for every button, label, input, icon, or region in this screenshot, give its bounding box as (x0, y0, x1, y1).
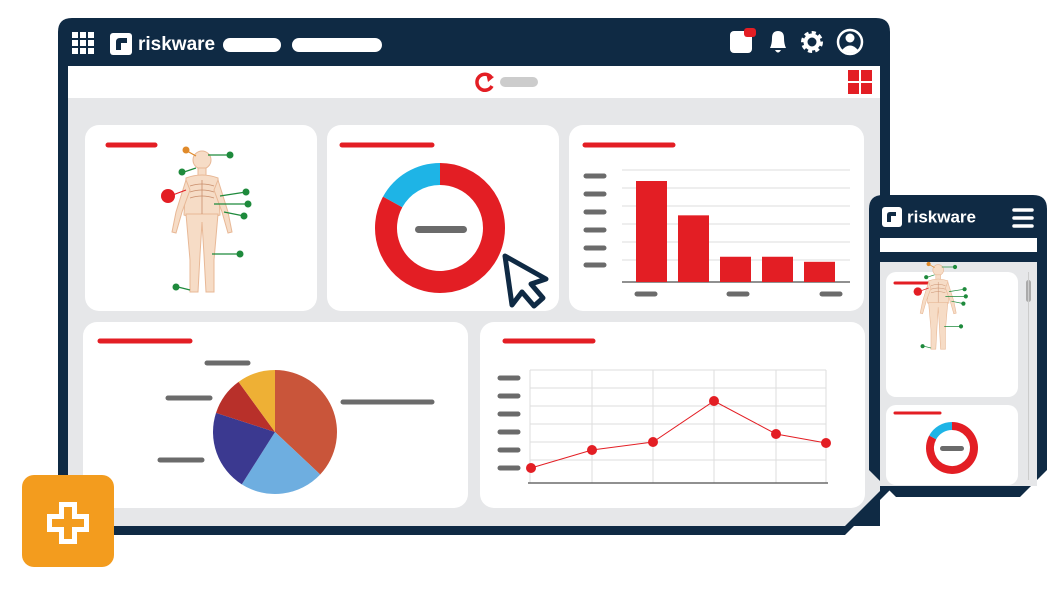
bar (762, 256, 793, 282)
status-pill (500, 77, 538, 87)
bar (678, 215, 709, 282)
card (886, 272, 1018, 397)
add-icon-inner (52, 507, 84, 539)
card (569, 125, 864, 311)
frame-corner (845, 491, 880, 526)
line-point (709, 396, 719, 406)
pie-slice (212, 412, 275, 485)
line-series (530, 400, 827, 469)
bar (804, 261, 835, 282)
card (480, 322, 865, 508)
donut-label (415, 226, 467, 233)
card (327, 125, 559, 311)
pie-slice (241, 432, 321, 494)
bar (636, 181, 667, 282)
donut-slice (929, 422, 953, 440)
logo-mark (116, 38, 127, 50)
card-titles (97, 142, 676, 344)
bell-icon[interactable] (770, 31, 786, 53)
brand: riskware (907, 207, 976, 226)
line-point (771, 429, 781, 439)
pie-slice (216, 381, 275, 432)
menu-icon[interactable] (1012, 208, 1034, 228)
settings-icon[interactable] (801, 31, 823, 53)
nav-pill[interactable] (292, 38, 382, 52)
mobile-toolbar (880, 238, 1037, 252)
line-point (587, 445, 597, 455)
notes-badge (744, 28, 756, 37)
donut-chart (926, 422, 978, 474)
logo-icon (882, 207, 902, 227)
card (886, 405, 1018, 485)
refresh-arrow (486, 73, 494, 82)
line-point (821, 438, 831, 448)
bar (720, 256, 751, 282)
toolbar (68, 66, 880, 98)
donut-label (940, 446, 964, 451)
user-icon[interactable] (836, 28, 864, 56)
layout-icon[interactable] (848, 70, 872, 94)
pie-slice (275, 370, 337, 475)
body-figure (161, 146, 252, 293)
brand: riskware (138, 34, 215, 55)
donut-chart (375, 163, 505, 293)
donut-slice (383, 163, 441, 208)
pie-chart (157, 360, 435, 494)
pie-slice (238, 370, 275, 432)
logo-mark (887, 212, 896, 222)
donut-slice (375, 163, 505, 293)
line-point (526, 463, 536, 473)
line-point (648, 437, 658, 447)
donut-slice (926, 422, 978, 474)
line-chart (497, 369, 831, 484)
apps-icon[interactable] (72, 32, 94, 54)
nav-pill[interactable] (223, 38, 281, 52)
cursor (502, 253, 549, 309)
bar-chart (583, 169, 850, 297)
